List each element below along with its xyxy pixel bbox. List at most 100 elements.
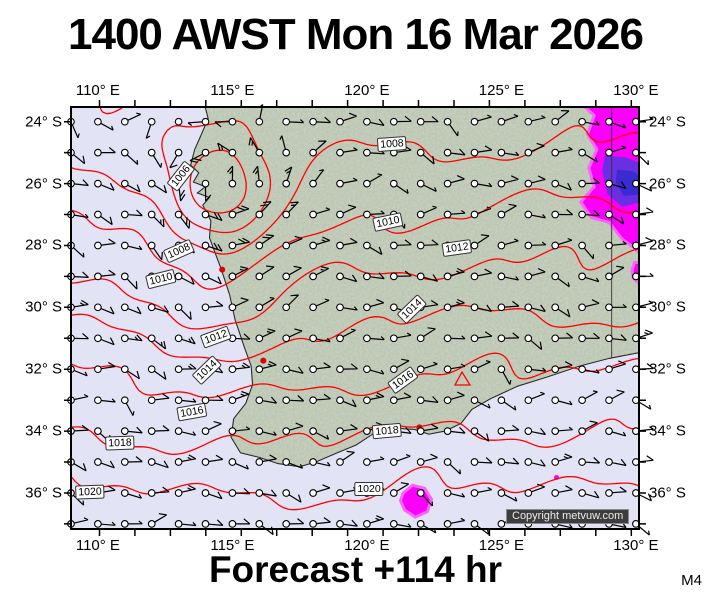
wind-station-circle — [551, 303, 560, 312]
wind-station-circle — [255, 396, 264, 405]
wind-station-circle — [416, 241, 425, 250]
wind-station-circle — [470, 179, 479, 188]
wind-station-circle — [174, 303, 183, 312]
wind-station-circle — [578, 396, 586, 405]
wind-station-circle — [363, 365, 371, 374]
wind-station-circle — [497, 520, 506, 528]
wind-station-circle — [524, 272, 533, 281]
wind-station-circle — [551, 148, 560, 157]
wind-station-circle — [363, 334, 371, 343]
wind-station-circle — [147, 241, 156, 250]
wind-station-circle — [282, 489, 291, 497]
wind-station-circle — [416, 148, 425, 157]
wind-station-circle — [497, 272, 506, 281]
wind-station-circle — [174, 334, 183, 343]
wind-station-circle — [174, 458, 183, 466]
page-title: 1400 AWST Mon 16 Mar 2026 — [68, 10, 644, 59]
wind-station-circle — [336, 241, 344, 250]
wind-station-circle — [174, 396, 183, 405]
wind-station-circle — [282, 396, 291, 405]
wind-station-circle — [228, 117, 237, 126]
wind-station-circle — [605, 365, 613, 374]
wind-station-circle — [497, 458, 506, 466]
wind-station-circle — [551, 334, 560, 343]
wind-station-circle — [174, 117, 183, 126]
wind-station-circle — [578, 365, 586, 374]
wind-station-circle — [174, 365, 183, 374]
wind-station-circle — [578, 241, 586, 250]
wind-station-circle — [336, 365, 344, 374]
wind-station-circle — [282, 458, 291, 466]
wind-station-circle — [147, 210, 156, 219]
wind-station-circle — [389, 396, 398, 405]
wind-station-circle — [336, 334, 344, 343]
wind-station-circle — [551, 458, 560, 466]
wind-station-circle — [578, 272, 586, 281]
lat-tick-label: 26° S — [649, 175, 686, 193]
city-dot — [219, 266, 226, 273]
wind-station-circle — [94, 334, 102, 343]
wind-station-circle — [551, 489, 560, 497]
wind-station-circle — [336, 396, 344, 405]
lon-tick-label: 115° E — [210, 82, 255, 99]
wind-station-circle — [443, 210, 452, 219]
wind-station-circle — [363, 117, 371, 126]
wind-station-circle — [228, 148, 237, 157]
wind-station-circle — [470, 334, 479, 343]
wind-station-circle — [255, 210, 264, 219]
wind-station-circle — [201, 241, 210, 250]
lat-tick-label: 30° S — [649, 298, 686, 316]
wind-station-circle — [443, 458, 452, 466]
wind-station-circle — [94, 458, 102, 466]
lat-tick-label: 24° S — [649, 113, 686, 131]
wind-station-circle — [255, 117, 264, 126]
wind-station-circle — [524, 210, 533, 219]
isobar-1004 — [189, 149, 247, 214]
wind-station-circle — [282, 334, 291, 343]
lat-tick-label: 34° S — [25, 422, 62, 440]
wind-station-circle — [147, 520, 156, 528]
wind-station-circle — [147, 179, 156, 188]
wind-station-circle — [282, 365, 291, 374]
wind-station-circle — [201, 489, 210, 497]
wind-station-circle — [94, 396, 102, 405]
wind-station-circle — [470, 148, 479, 157]
isobar-1016 — [71, 352, 639, 399]
wind-station-circle — [120, 148, 129, 157]
city-dot — [260, 357, 267, 364]
wind-station-circle — [147, 489, 156, 497]
wind-station-circle — [363, 148, 371, 157]
wind-station-circle — [524, 148, 533, 157]
wind-station-circle — [282, 117, 291, 126]
lat-tick-label: 30° S — [25, 298, 62, 316]
wind-station-circle — [228, 272, 237, 281]
wind-station-circle — [255, 427, 264, 435]
lat-tick-label: 36° S — [649, 484, 686, 502]
wind-station-circle — [578, 489, 586, 497]
wind-station-circle — [94, 241, 102, 250]
wind-station-circle — [524, 117, 533, 126]
map-frame — [70, 106, 640, 530]
wind-station-circle — [255, 458, 264, 466]
wind-station-circle — [443, 365, 452, 374]
wind-station-circle — [443, 179, 452, 188]
wind-station-circle — [416, 117, 425, 126]
wind-station-circle — [147, 427, 156, 435]
lon-tick-label: 120° E — [344, 82, 390, 99]
wind-station-circle — [147, 365, 156, 374]
wind-station-circle — [147, 458, 156, 466]
wind-station-circle — [255, 303, 264, 312]
wind-station-circle — [228, 365, 237, 374]
wind-station-circle — [363, 241, 371, 250]
wind-station-circle — [389, 241, 398, 250]
wind-station-circle — [389, 303, 398, 312]
wind-station-circle — [336, 489, 344, 497]
wind-station-circle — [309, 520, 317, 528]
wind-station-circle — [524, 365, 533, 374]
wind-station-circle — [336, 148, 344, 157]
wind-station-circle — [228, 520, 237, 528]
wind-station-circle — [228, 179, 237, 188]
isobar-label: 1008 — [376, 135, 408, 153]
wind-station-circle — [228, 427, 237, 435]
